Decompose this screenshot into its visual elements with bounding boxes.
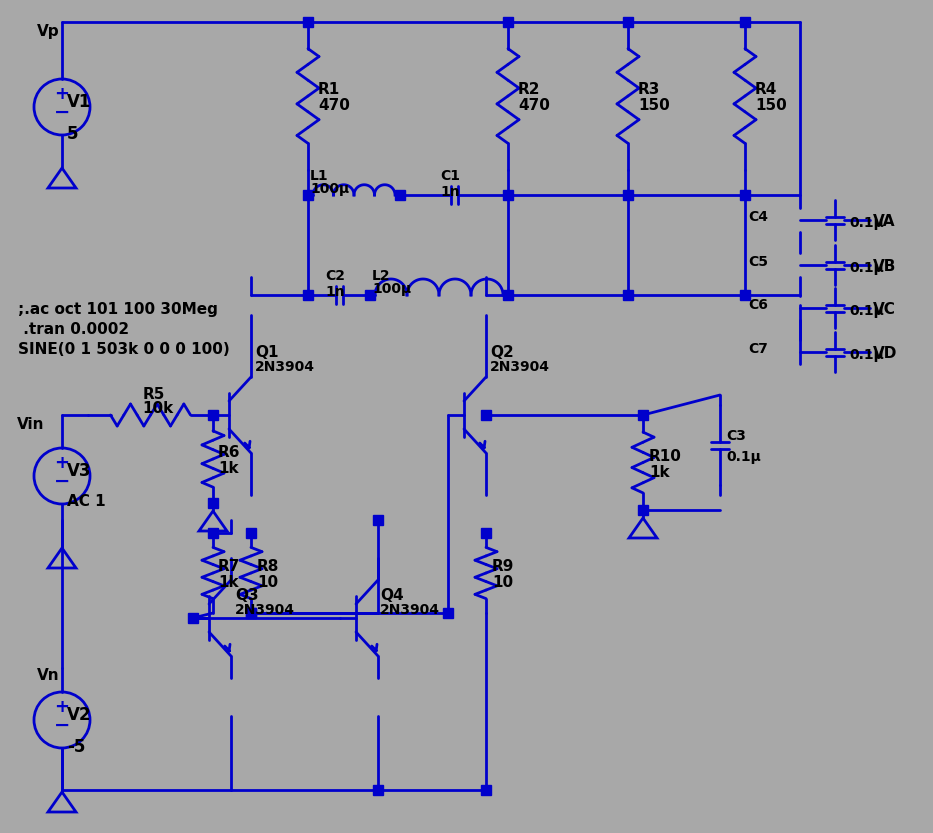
Text: 470: 470	[318, 98, 350, 113]
Text: 0.1μ: 0.1μ	[849, 261, 884, 275]
Text: 2N3904: 2N3904	[490, 360, 550, 374]
Text: 5: 5	[67, 125, 78, 143]
Text: Q4: Q4	[380, 588, 404, 603]
Text: Q2: Q2	[490, 345, 514, 360]
Text: L2: L2	[372, 269, 391, 283]
Text: Vp: Vp	[37, 24, 60, 39]
Text: VD: VD	[873, 346, 898, 361]
Text: V2: V2	[67, 706, 91, 724]
Text: R10: R10	[649, 448, 682, 463]
Text: VA: VA	[873, 214, 896, 229]
Text: V1: V1	[67, 93, 91, 111]
Text: R2: R2	[518, 82, 540, 97]
Text: +: +	[54, 454, 69, 472]
Text: VC: VC	[873, 302, 896, 317]
Text: −: −	[54, 716, 70, 735]
Text: 0.1μ: 0.1μ	[849, 216, 884, 230]
Text: 10: 10	[492, 575, 513, 590]
Text: Vn: Vn	[37, 668, 60, 683]
Text: 0.1μ: 0.1μ	[849, 348, 884, 362]
Text: C3: C3	[726, 429, 745, 443]
Text: 150: 150	[638, 98, 670, 113]
Text: −: −	[54, 472, 70, 491]
Text: -5: -5	[67, 738, 86, 756]
Text: Q1: Q1	[255, 345, 278, 360]
Text: Q3: Q3	[235, 588, 258, 603]
Text: R6: R6	[218, 445, 241, 460]
Text: Vin: Vin	[17, 417, 45, 432]
Text: 100μ: 100μ	[372, 282, 411, 296]
Text: ;.ac oct 101 100 30Meg: ;.ac oct 101 100 30Meg	[18, 302, 218, 317]
Text: C6: C6	[748, 298, 768, 312]
Text: V3: V3	[67, 462, 91, 480]
Text: 0.1μ: 0.1μ	[726, 450, 760, 464]
Text: R9: R9	[492, 559, 514, 574]
Text: 2N3904: 2N3904	[235, 603, 295, 617]
Text: R4: R4	[755, 82, 777, 97]
Text: 1n: 1n	[440, 185, 460, 199]
Text: 470: 470	[518, 98, 550, 113]
Text: 10k: 10k	[143, 401, 174, 416]
Text: C4: C4	[748, 210, 768, 224]
Text: C2: C2	[325, 269, 345, 283]
Text: VB: VB	[873, 259, 897, 274]
Text: 0.1μ: 0.1μ	[849, 304, 884, 318]
Text: 2N3904: 2N3904	[255, 360, 315, 374]
Text: R1: R1	[318, 82, 341, 97]
Text: AC 1: AC 1	[67, 494, 105, 509]
Text: L1: L1	[310, 169, 328, 183]
Text: R3: R3	[638, 82, 661, 97]
Text: 150: 150	[755, 98, 787, 113]
Text: −: −	[54, 103, 70, 122]
Text: 10: 10	[257, 575, 278, 590]
Text: C7: C7	[748, 342, 768, 356]
Text: .tran 0.0002: .tran 0.0002	[18, 322, 129, 337]
Text: 1k: 1k	[218, 575, 239, 590]
Text: C5: C5	[748, 255, 768, 269]
Text: C1: C1	[440, 169, 460, 183]
Text: R5: R5	[143, 387, 165, 402]
Text: 1k: 1k	[649, 465, 670, 480]
Text: 2N3904: 2N3904	[380, 603, 440, 617]
Text: R8: R8	[257, 559, 279, 574]
Text: SINE(0 1 503k 0 0 0 100): SINE(0 1 503k 0 0 0 100)	[18, 342, 230, 357]
Text: +: +	[54, 86, 69, 103]
Text: 1n: 1n	[325, 285, 344, 299]
Text: +: +	[54, 698, 69, 716]
Text: 1k: 1k	[218, 461, 239, 476]
Text: R7: R7	[218, 559, 241, 574]
Text: 100μ: 100μ	[310, 182, 349, 196]
